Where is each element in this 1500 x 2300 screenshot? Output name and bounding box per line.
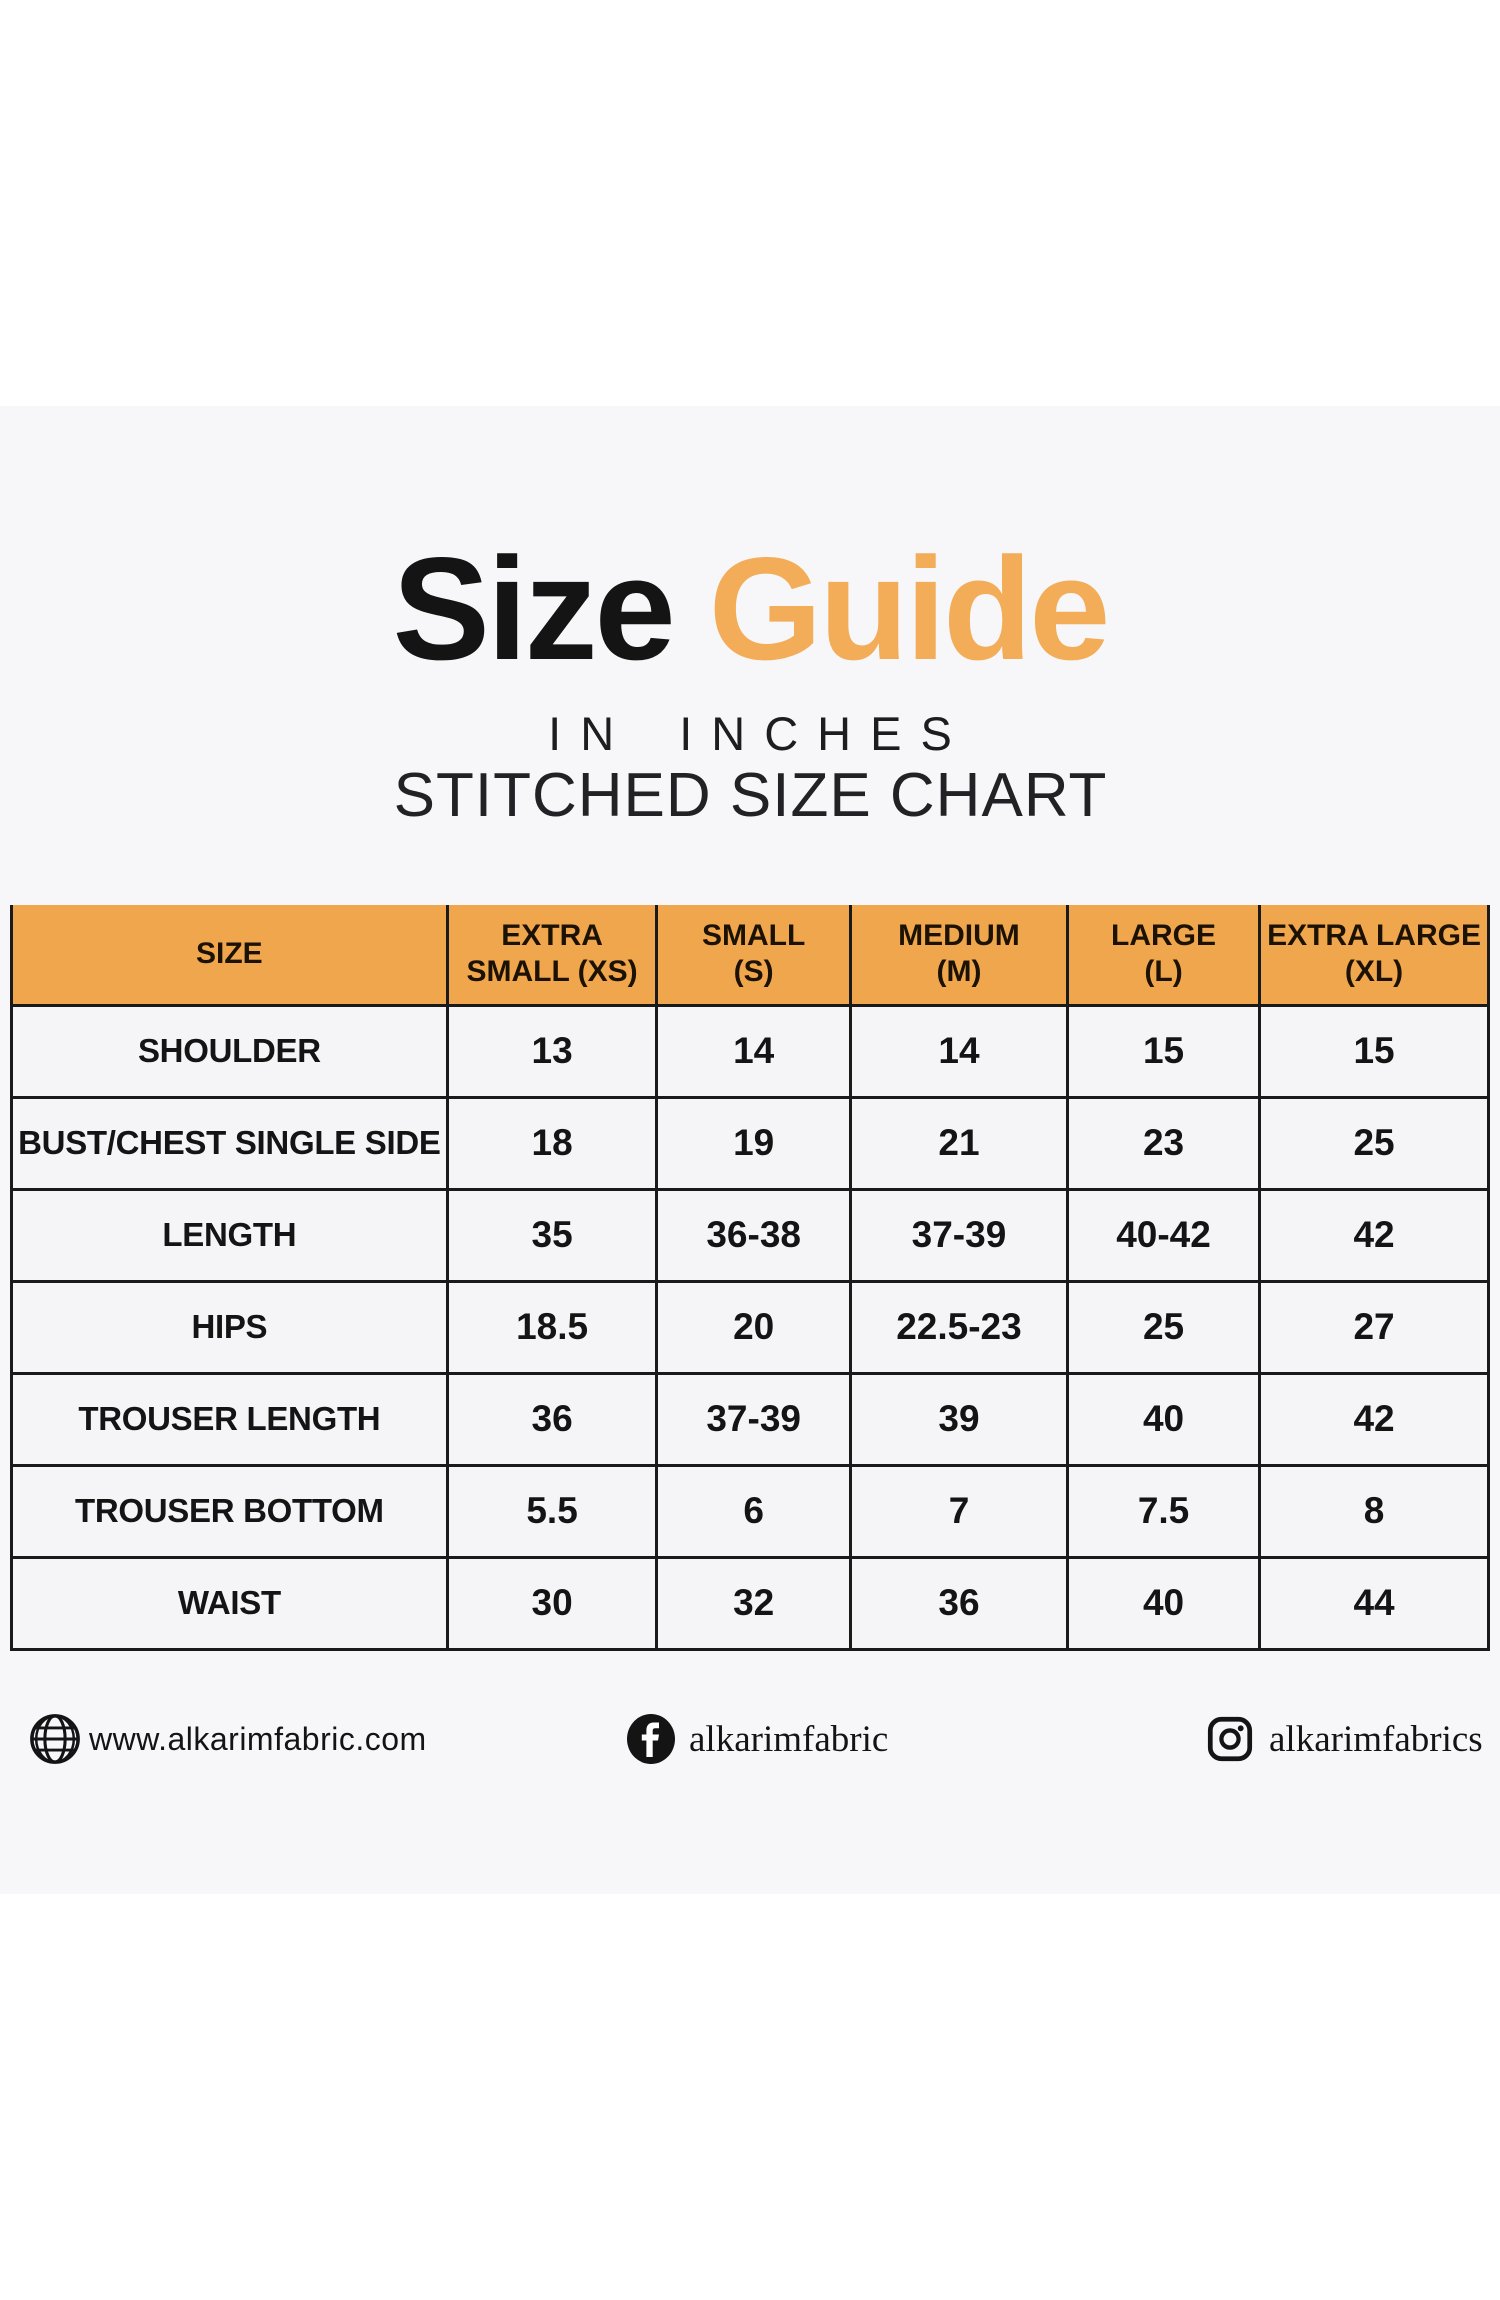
page-title-black: Size (392, 527, 676, 690)
instagram-icon (1206, 1715, 1254, 1763)
value-cell: 14 (655, 1003, 852, 1099)
row-label: TROUSER BOTTOM (10, 1463, 449, 1559)
value-cell: 6 (655, 1463, 852, 1559)
value-cell: 18 (445, 1095, 659, 1191)
header-cell: EXTRA SMALL (XS) (445, 905, 659, 1007)
page-title-orange: Guide (708, 527, 1111, 690)
row-label: LENGTH (10, 1187, 449, 1283)
size-table-header: SIZE EXTRA SMALL (XS) SMALL (S) MEDIUM (M) L… (10, 905, 1490, 1007)
row-label: TROUSER LENGTH (10, 1371, 449, 1467)
facebook-icon (626, 1713, 676, 1765)
row-label: WAIST (10, 1555, 449, 1651)
contact-website[interactable]: www.alkarimfabric.com (28, 1708, 427, 1770)
value-cell: 14 (848, 1003, 1070, 1099)
value-cell: 5.5 (445, 1463, 659, 1559)
table-row: HIPS 18.5 20 22.5-23 25 27 (10, 1279, 1490, 1375)
header-cell: MEDIUM (M) (848, 905, 1070, 1007)
page-title: Size Guide (0, 536, 1500, 682)
title-block: Size Guide (0, 536, 1500, 682)
contact-facebook[interactable]: alkarimfabric (626, 1708, 888, 1770)
header-cell: SMALL (S) (655, 905, 852, 1007)
globe-icon (28, 1712, 82, 1766)
table-row: SHOULDER 13 14 14 15 15 (10, 1003, 1490, 1099)
value-cell: 36-38 (655, 1187, 852, 1283)
value-cell: 40-42 (1066, 1187, 1262, 1283)
value-cell: 15 (1066, 1003, 1262, 1099)
header-cell: EXTRA LARGE (XL) (1258, 905, 1490, 1007)
website-url: www.alkarimfabric.com (89, 1720, 427, 1757)
size-table-header-row: SIZE EXTRA SMALL (XS) SMALL (S) MEDIUM (M) L… (10, 905, 1490, 1007)
value-cell: 42 (1258, 1371, 1490, 1467)
subtitle-in-inches: IN INCHES (548, 707, 971, 760)
value-cell: 22.5-23 (848, 1279, 1070, 1375)
size-table: SIZE EXTRA SMALL (XS) SMALL (S) MEDIUM (M) L… (10, 905, 1490, 1651)
value-cell: 27 (1258, 1279, 1490, 1375)
value-cell: 21 (848, 1095, 1070, 1191)
value-cell: 7 (848, 1463, 1070, 1559)
table-row: LENGTH 35 36-38 37-39 40-42 42 (10, 1187, 1490, 1283)
value-cell: 39 (848, 1371, 1070, 1467)
row-label: HIPS (10, 1279, 449, 1375)
header-cell: SIZE (10, 905, 449, 1007)
value-cell: 15 (1258, 1003, 1490, 1099)
contact-instagram[interactable]: alkarimfabrics (1206, 1708, 1483, 1770)
table-row: TROUSER BOTTOM 5.5 6 7 7.5 8 (10, 1463, 1490, 1559)
value-cell: 36 (445, 1371, 659, 1467)
value-cell: 40 (1066, 1555, 1262, 1651)
row-label: BUST/CHEST SINGLE SIDE (10, 1095, 449, 1191)
value-cell: 8 (1258, 1463, 1490, 1559)
facebook-handle: alkarimfabric (689, 1718, 889, 1760)
value-cell: 44 (1258, 1555, 1490, 1651)
value-cell: 25 (1258, 1095, 1490, 1191)
value-cell: 37-39 (848, 1187, 1070, 1283)
table-row: WAIST 30 32 36 40 44 (10, 1555, 1490, 1651)
subtitle-stitched-size-chart: STITCHED SIZE CHART (393, 761, 1108, 830)
value-cell: 32 (655, 1555, 852, 1651)
value-cell: 18.5 (445, 1279, 659, 1375)
value-cell: 20 (655, 1279, 852, 1375)
instagram-handle: alkarimfabrics (1269, 1718, 1483, 1760)
value-cell: 13 (445, 1003, 659, 1099)
value-cell: 7.5 (1066, 1463, 1262, 1559)
header-cell: LARGE (L) (1066, 905, 1262, 1007)
row-label: SHOULDER (10, 1003, 449, 1099)
size-table-body: SHOULDER 13 14 14 15 15 BUST/CHEST SINGLE SIDE… (10, 1003, 1490, 1651)
value-cell: 30 (445, 1555, 659, 1651)
value-cell: 23 (1066, 1095, 1262, 1191)
value-cell: 36 (848, 1555, 1070, 1651)
value-cell: 25 (1066, 1279, 1262, 1375)
value-cell: 19 (655, 1095, 852, 1191)
value-cell: 42 (1258, 1187, 1490, 1283)
table-row: TROUSER LENGTH 36 37-39 39 40 42 (10, 1371, 1490, 1467)
table-row: BUST/CHEST SINGLE SIDE 18 19 21 23 25 (10, 1095, 1490, 1191)
value-cell: 37-39 (655, 1371, 852, 1467)
value-cell: 35 (445, 1187, 659, 1283)
value-cell: 40 (1066, 1371, 1262, 1467)
